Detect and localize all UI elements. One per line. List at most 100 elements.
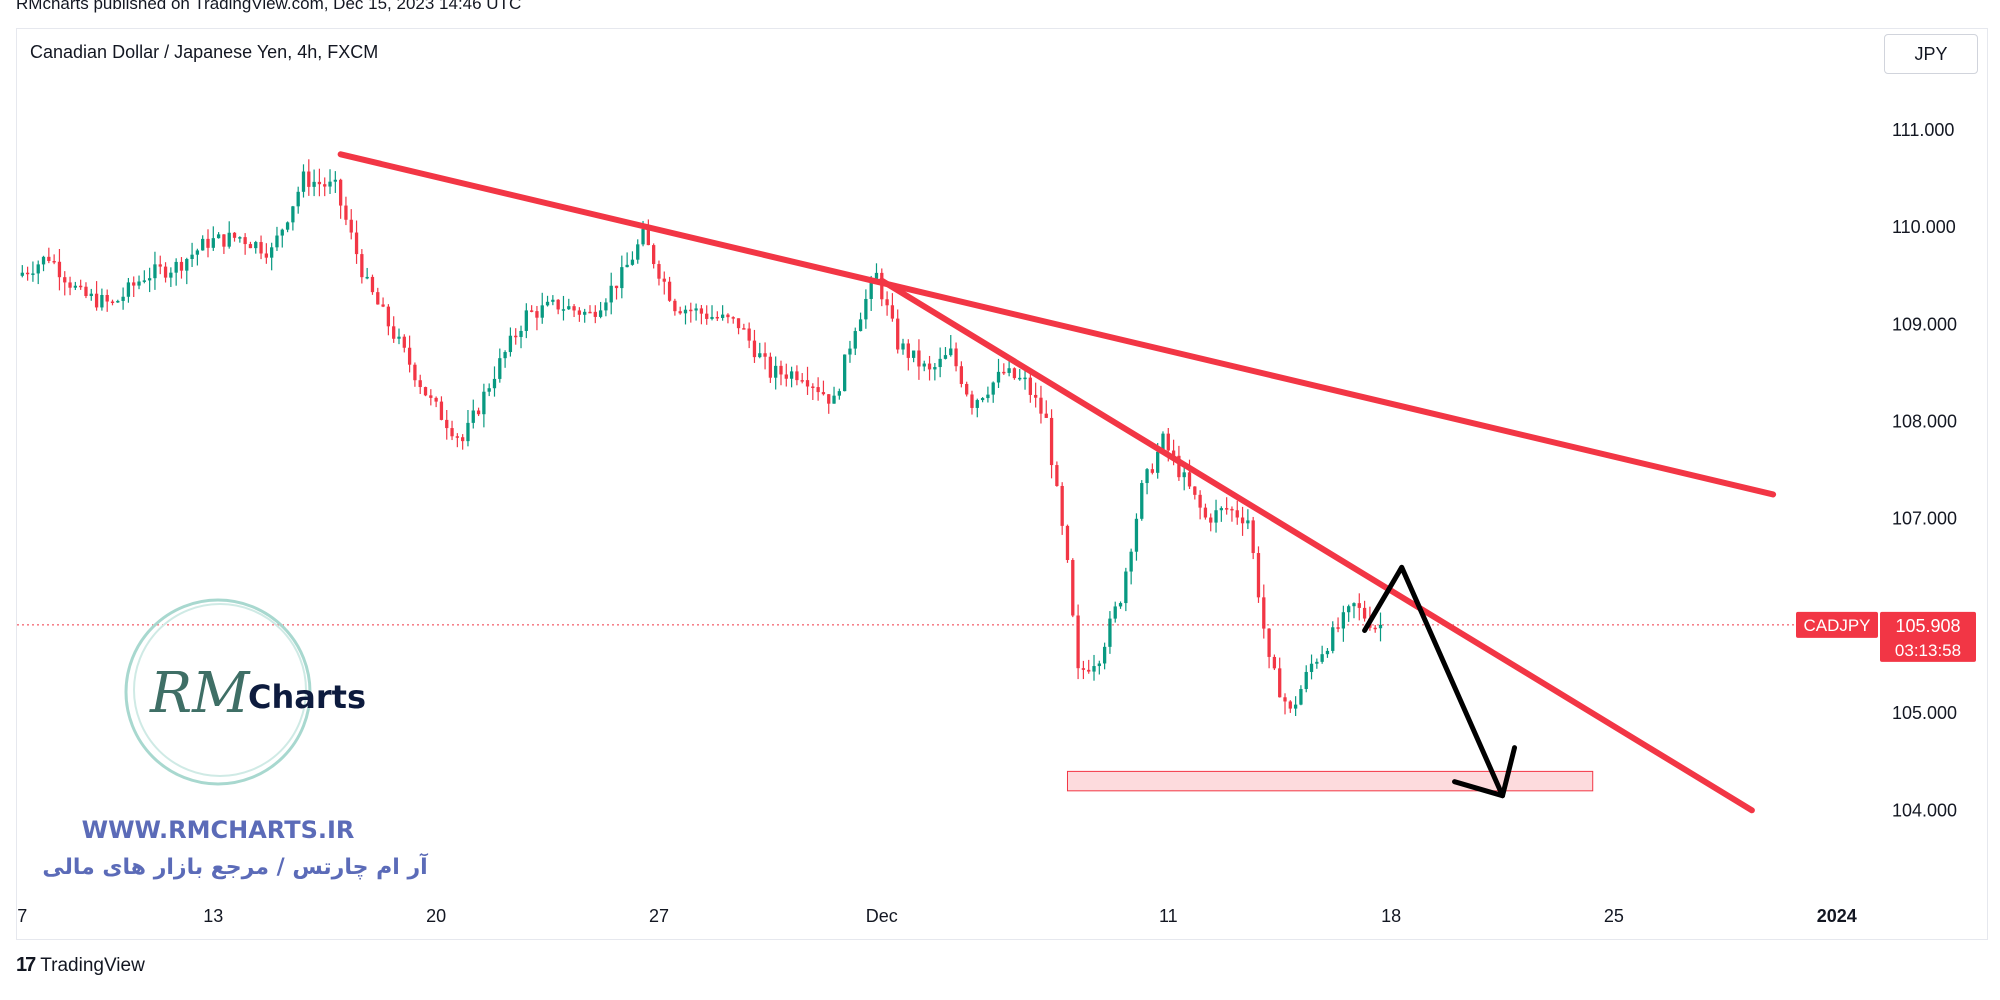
candle [816,377,820,401]
candle-body [535,311,539,318]
candle-body [858,319,863,332]
candle [901,338,905,355]
candle [535,305,539,331]
candle [1235,500,1239,525]
candle-body [232,232,237,238]
price-tick-label: 111.000 [1892,120,1954,140]
candle [476,407,481,417]
candle [689,302,693,323]
candle-body [1272,656,1277,669]
candle [275,226,279,251]
candle-body [179,261,184,271]
candle [890,293,895,322]
price-tick-label: 108.000 [1892,412,1957,432]
candle-body [328,181,332,187]
candle-body [461,437,465,442]
candle-body [1049,417,1054,466]
candle-body [561,309,566,311]
projection-path [1362,564,1506,799]
candle-body [1007,368,1011,373]
candle-body [699,308,704,314]
candle-body [514,335,518,338]
candle [588,305,592,314]
candle [768,352,773,383]
candle-body [1118,603,1123,607]
candle [991,381,995,403]
time-tick-label: 11 [1159,906,1178,926]
candle-body [1129,551,1133,572]
chart-frame [16,28,1988,940]
price-tick-label: 109.000 [1892,314,1957,334]
candle-body [174,261,178,273]
candle [1278,657,1282,698]
candle-body [153,264,157,279]
price-axis[interactable]: 111.000 110.000 109.000 108.000 107.000 105.0… [1892,120,1957,820]
candle [1256,546,1261,603]
candle-body [906,343,910,358]
candle-body [710,316,714,319]
candle [195,248,200,266]
candle-body [211,238,215,248]
candle-body [869,280,873,299]
candle-body [423,387,428,396]
candle-body [572,306,576,311]
candle-body [376,292,380,305]
watermark-logo-letters: RM [149,661,251,726]
candle [1209,513,1213,532]
candle [986,386,990,403]
candle [742,323,746,330]
watermark-tagline: آر ام چارتس / مرجع بازار های مالی [42,852,428,880]
candle [312,169,316,197]
candle-body [206,238,210,248]
candle-body [1193,486,1197,495]
candle-body [1246,520,1250,524]
symbol-title[interactable]: Canadian Dollar / Japanese Yen, 4h, FXCM [30,42,379,62]
candle [1018,368,1022,381]
candle [1012,367,1017,380]
tradingview-logo-icon: 17 [16,954,36,976]
candle [1060,482,1064,535]
candle [370,274,375,295]
candle-body [927,363,932,370]
candle [116,299,120,303]
candle-body [1097,663,1101,667]
candle-body [959,366,964,384]
candle-body [1124,571,1128,604]
candle-body [996,371,1001,383]
candle-body [121,296,125,301]
candle-body [190,254,194,260]
candle [954,342,958,372]
candle-body [598,310,603,317]
candle [911,350,916,363]
candle-body [89,293,93,297]
candle-body [752,340,757,358]
symbol-tag-label: CADJPY [1803,616,1870,635]
candle [927,355,932,381]
candle [1023,367,1027,390]
candle-body [768,356,773,378]
candle [1288,700,1292,713]
currency-selector[interactable]: JPY [1884,34,1978,74]
candle-body [1113,606,1117,619]
candle-body [275,235,279,248]
candle [880,268,884,307]
tradingview-footer[interactable]: 17 TradingView [16,954,145,977]
time-tick-label: Dec [866,906,898,926]
candle [227,221,231,249]
candle-body [126,282,131,297]
candle [174,258,178,286]
candle-body [1209,517,1213,523]
watermark-ring-icon [124,598,312,786]
candle [694,303,698,321]
candle-body [158,264,162,267]
tradingview-brand: TradingView [40,954,145,976]
candle [752,329,757,363]
time-axis[interactable]: 7 13 20 27 Dec 11 18 25 2024 [17,906,1857,926]
candle [1097,660,1101,675]
candle-body [1182,472,1186,478]
candle [630,251,635,266]
candle [163,262,168,283]
candle-body [503,352,507,359]
candle-body [1150,469,1155,473]
